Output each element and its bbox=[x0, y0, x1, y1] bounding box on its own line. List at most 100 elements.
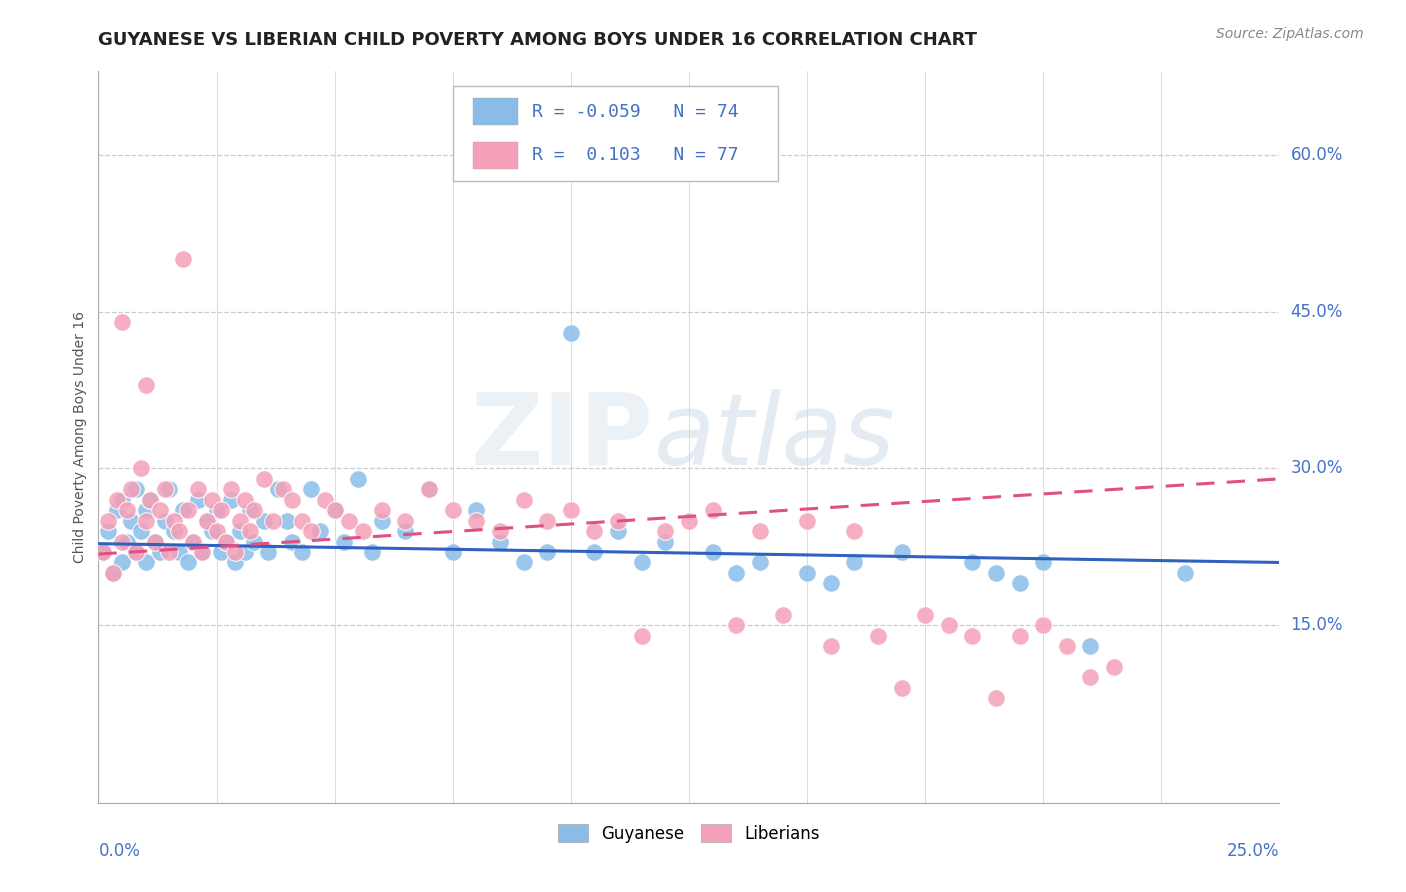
Point bbox=[135, 377, 157, 392]
Point bbox=[290, 514, 312, 528]
Point bbox=[215, 534, 238, 549]
Y-axis label: Child Poverty Among Boys Under 16: Child Poverty Among Boys Under 16 bbox=[73, 311, 87, 563]
Point bbox=[262, 514, 284, 528]
Point bbox=[962, 556, 984, 570]
Point bbox=[239, 503, 262, 517]
Point bbox=[1080, 639, 1102, 653]
Point bbox=[1056, 639, 1078, 653]
Point bbox=[583, 545, 606, 559]
Point bbox=[205, 503, 228, 517]
Point bbox=[243, 534, 266, 549]
Point bbox=[984, 566, 1007, 580]
Point bbox=[441, 545, 464, 559]
Point bbox=[111, 556, 134, 570]
Point bbox=[512, 556, 534, 570]
Point bbox=[352, 524, 374, 538]
Point bbox=[187, 492, 209, 507]
Point bbox=[1080, 670, 1102, 684]
Point bbox=[678, 514, 700, 528]
Bar bbox=[472, 98, 517, 126]
Point bbox=[215, 534, 238, 549]
Point bbox=[866, 629, 889, 643]
Point bbox=[177, 503, 200, 517]
Text: 0.0%: 0.0% bbox=[98, 842, 141, 860]
Point bbox=[347, 472, 370, 486]
Text: R =  0.103   N = 77: R = 0.103 N = 77 bbox=[531, 146, 738, 164]
Point bbox=[135, 514, 157, 528]
Text: 25.0%: 25.0% bbox=[1227, 842, 1279, 860]
Point bbox=[276, 514, 298, 528]
Point bbox=[143, 534, 166, 549]
Point bbox=[820, 576, 842, 591]
Point bbox=[323, 503, 346, 517]
Point bbox=[371, 503, 394, 517]
Point bbox=[314, 492, 336, 507]
Point bbox=[489, 534, 512, 549]
Point bbox=[630, 556, 652, 570]
Point bbox=[243, 503, 266, 517]
Point bbox=[101, 566, 124, 580]
Point bbox=[191, 545, 214, 559]
Point bbox=[654, 524, 676, 538]
Point bbox=[299, 483, 322, 497]
Point bbox=[560, 326, 582, 340]
Point bbox=[560, 503, 582, 517]
Point bbox=[143, 534, 166, 549]
Point bbox=[219, 483, 242, 497]
Point bbox=[796, 566, 818, 580]
Point bbox=[153, 514, 176, 528]
Point bbox=[772, 607, 794, 622]
Point bbox=[135, 556, 157, 570]
Point bbox=[115, 503, 138, 517]
Point bbox=[205, 524, 228, 538]
Point bbox=[257, 545, 280, 559]
Point bbox=[1008, 629, 1031, 643]
Text: R = -0.059   N = 74: R = -0.059 N = 74 bbox=[531, 103, 738, 120]
Point bbox=[418, 483, 440, 497]
Point bbox=[125, 483, 148, 497]
Point bbox=[418, 483, 440, 497]
Point bbox=[725, 566, 748, 580]
Point bbox=[157, 545, 180, 559]
Point bbox=[125, 545, 148, 559]
Text: atlas: atlas bbox=[654, 389, 896, 485]
Point bbox=[1032, 556, 1054, 570]
Text: Source: ZipAtlas.com: Source: ZipAtlas.com bbox=[1216, 27, 1364, 41]
Point bbox=[111, 534, 134, 549]
Bar bbox=[472, 142, 517, 169]
Point bbox=[748, 556, 770, 570]
Point bbox=[290, 545, 312, 559]
Point bbox=[844, 556, 866, 570]
Point bbox=[512, 492, 534, 507]
Point bbox=[333, 534, 356, 549]
Point bbox=[91, 545, 114, 559]
Point bbox=[149, 545, 172, 559]
Point bbox=[91, 545, 114, 559]
Text: 45.0%: 45.0% bbox=[1291, 302, 1343, 321]
Point bbox=[536, 514, 558, 528]
Point bbox=[1032, 618, 1054, 632]
Point bbox=[1102, 660, 1125, 674]
Point bbox=[489, 524, 512, 538]
Point bbox=[229, 524, 252, 538]
FancyBboxPatch shape bbox=[453, 86, 778, 181]
Point bbox=[748, 524, 770, 538]
Point bbox=[153, 483, 176, 497]
Text: 15.0%: 15.0% bbox=[1291, 616, 1343, 634]
Point bbox=[630, 629, 652, 643]
Point bbox=[97, 514, 120, 528]
Point bbox=[111, 315, 134, 329]
Point bbox=[163, 514, 186, 528]
Point bbox=[1174, 566, 1197, 580]
Point bbox=[337, 514, 360, 528]
Point bbox=[844, 524, 866, 538]
Point bbox=[962, 629, 984, 643]
Point bbox=[239, 524, 262, 538]
Point bbox=[97, 524, 120, 538]
Point bbox=[172, 252, 194, 267]
Point bbox=[115, 534, 138, 549]
Point bbox=[536, 545, 558, 559]
Point bbox=[702, 545, 724, 559]
Point bbox=[1008, 576, 1031, 591]
Point bbox=[281, 492, 304, 507]
